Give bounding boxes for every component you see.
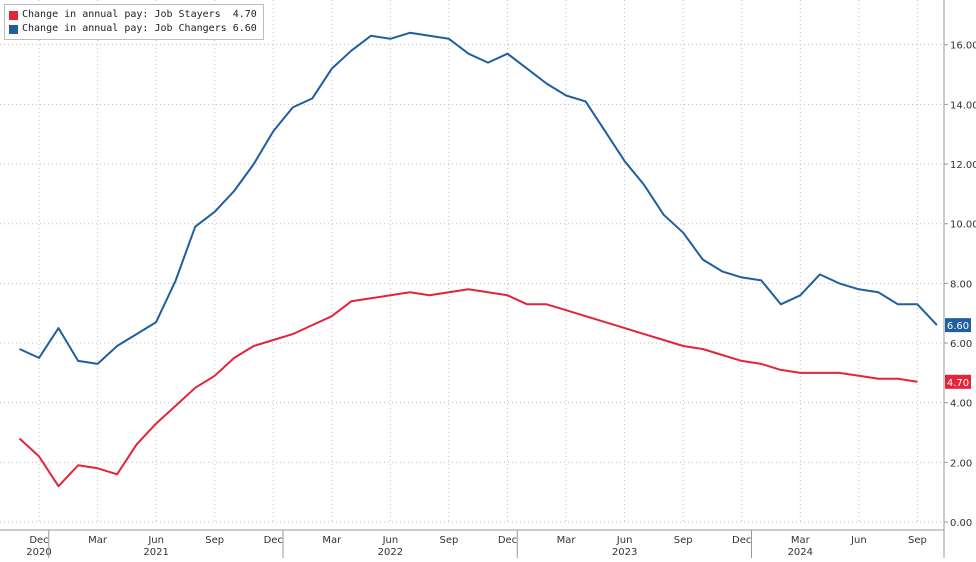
x-year-label: 2022	[378, 547, 403, 558]
end-label-0: 4.70	[947, 378, 969, 389]
x-tick-label: Sep	[674, 535, 693, 546]
end-label-1: 6.60	[947, 321, 969, 332]
legend: Change in annual pay: Job Stayers 4.70 C…	[4, 4, 264, 40]
x-tick-label: Dec	[732, 535, 751, 546]
x-tick-label: Mar	[791, 535, 811, 546]
end-label-bg-1	[945, 318, 971, 333]
legend-value-job-stayers: 4.70	[232, 9, 257, 20]
legend-label-job-stayers: Change in annual pay: Job Stayers	[22, 9, 221, 20]
series-line-0	[18, 288, 918, 488]
legend-item-job-stayers: Change in annual pay: Job Stayers 4.70	[9, 8, 257, 22]
x-tick-label: Jun	[147, 535, 164, 546]
x-tick-label: Jun	[850, 535, 867, 546]
y-tick-label: 14.00	[950, 100, 976, 111]
legend-swatch-job-changers	[9, 24, 18, 34]
x-tick-label: Sep	[908, 535, 927, 546]
y-tick-label: 10.00	[950, 220, 976, 231]
x-tick-label: Sep	[205, 535, 224, 546]
x-tick-label: Jun	[382, 535, 399, 546]
x-tick-label: Jun	[616, 535, 633, 546]
x-year-label: 2021	[143, 547, 168, 558]
y-tick-label: 0.00	[950, 518, 972, 529]
y-tick-label: 4.00	[950, 399, 972, 410]
legend-item-job-changers: Change in annual pay: Job Changers 6.60	[9, 22, 257, 36]
end-label-bg-0	[945, 374, 971, 389]
x-tick-label: Sep	[440, 535, 459, 546]
series-line-1	[19, 31, 938, 365]
x-year-label: 2023	[612, 547, 637, 558]
x-year-label: 2024	[788, 547, 813, 558]
x-tick-label: Dec	[264, 535, 283, 546]
x-year-label: 2020	[26, 547, 51, 558]
legend-swatch-job-stayers	[9, 10, 18, 20]
x-tick-label: Mar	[88, 535, 108, 546]
y-tick-label: 12.00	[950, 160, 976, 171]
x-tick-label: Mar	[557, 535, 577, 546]
legend-value-job-changers: 6.60	[232, 23, 257, 34]
y-tick-label: 8.00	[950, 279, 972, 290]
x-tick-label: Dec	[29, 535, 48, 546]
y-tick-label: 16.00	[950, 41, 976, 52]
y-tick-label: 6.00	[950, 339, 972, 350]
legend-label-job-changers: Change in annual pay: Job Changers	[22, 23, 227, 34]
x-tick-label: Mar	[322, 535, 342, 546]
y-tick-label: 2.00	[950, 458, 972, 469]
x-tick-label: Dec	[498, 535, 517, 546]
